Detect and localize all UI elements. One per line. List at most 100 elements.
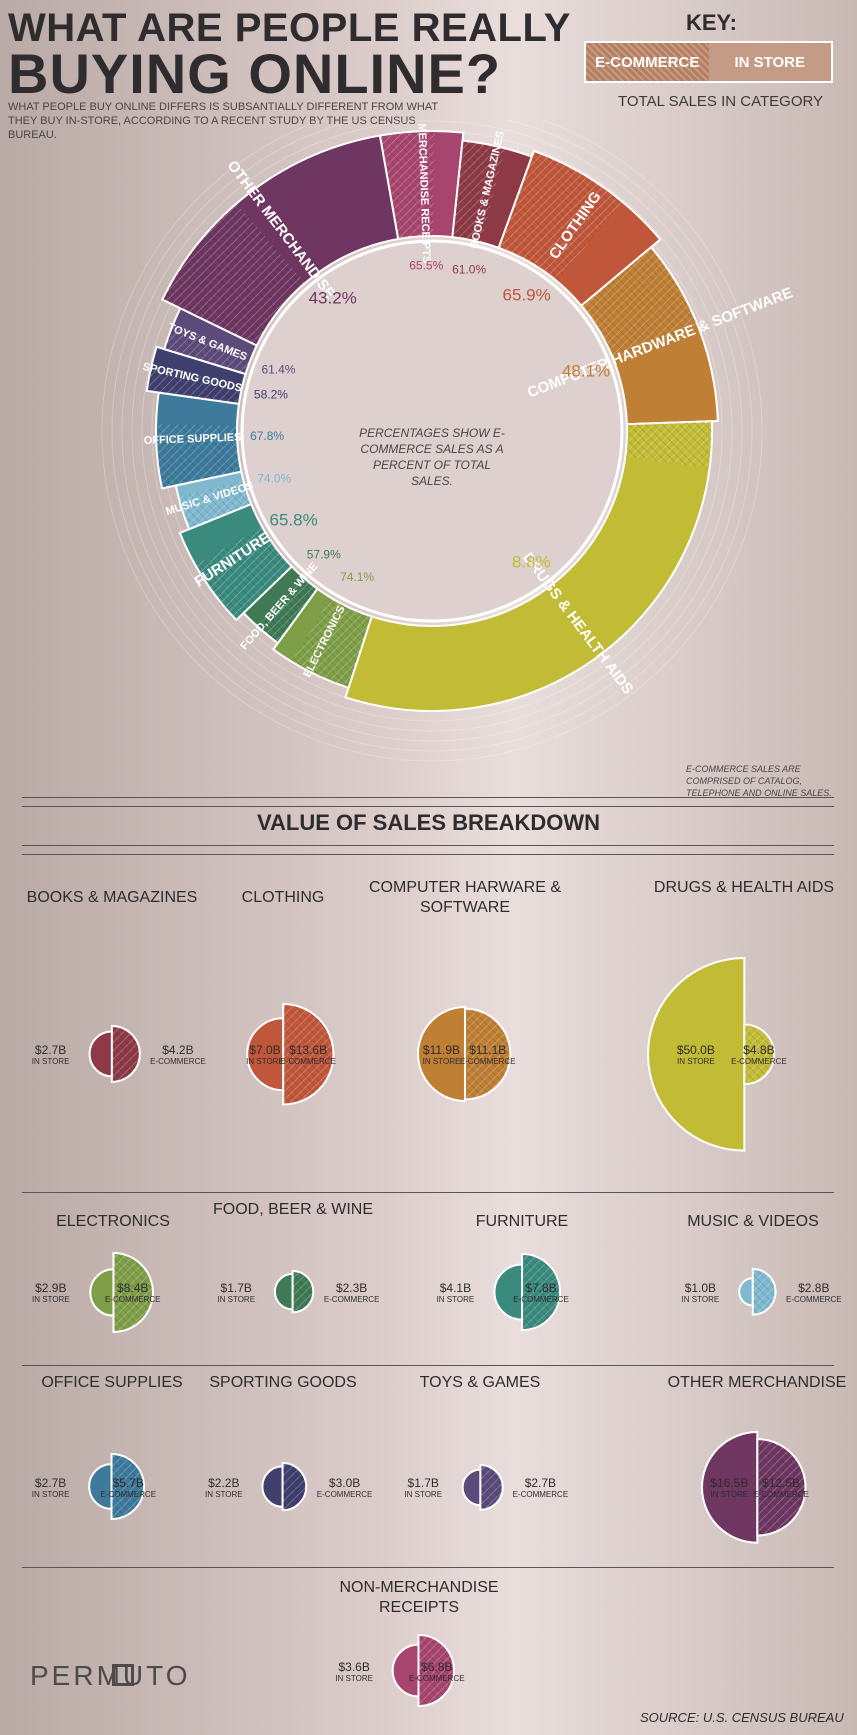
key-title: KEY: [686, 10, 737, 35]
donut-percent-label: 74.0% [257, 471, 291, 485]
in-store-half [738, 1277, 754, 1307]
in-store-half [88, 1030, 113, 1078]
donut-percent-label: 65.5% [409, 258, 443, 272]
breakdown-category-label: CLOTHING [241, 889, 325, 906]
breakdown-halves [738, 1268, 777, 1316]
ecommerce-amount: $5.7B [112, 1476, 144, 1490]
breakdown-halves [417, 1006, 512, 1102]
divider [22, 854, 834, 855]
key-total-note: TOTAL SALES IN CATEGORY [618, 93, 824, 110]
ecommerce-amount: $13.6B [289, 1043, 328, 1057]
ecommerce-caption: E-COMMERCE [280, 1057, 336, 1066]
breakdown-halves [392, 1634, 456, 1708]
breakdown-halves [700, 1430, 807, 1544]
donut-percent-label: 67.8% [250, 429, 284, 443]
in-store-caption: IN STORE [31, 1057, 70, 1066]
donut-percent-label: 65.9% [503, 285, 551, 304]
ecommerce-caption: E-COMMERCE [323, 1295, 380, 1304]
decorative-ring [111, 120, 753, 752]
donut-segments [145, 130, 719, 712]
ecommerce-caption: E-COMMERCE [513, 1295, 569, 1304]
ecommerce-value: $4.8B E-COMMERCE [723, 1044, 795, 1068]
ecommerce-caption: E-COMMERCE [100, 1490, 157, 1499]
ecommerce-value: $4.2B E-COMMERCE [142, 1044, 214, 1068]
ecommerce-value: $11.1B E-COMMERCE [452, 1044, 524, 1068]
breakdown-category-label: COMPUTER HARWARE & SOFTWARE [368, 879, 561, 916]
divider [22, 1192, 834, 1193]
in-store-half [493, 1263, 523, 1321]
footnote: E-COMMERCE SALES ARE COMPRISED OF CATALO… [686, 764, 832, 798]
breakdown-halves [493, 1252, 562, 1332]
donut-percent-label: 61.0% [452, 262, 486, 276]
donut-percent-label: 61.4% [261, 363, 295, 377]
donut-segment-ecommerce-crosshatch [146, 365, 243, 404]
ecommerce-caption: E-COMMERCE [150, 1057, 206, 1066]
ecommerce-value: $12.5B E-COMMERCE [745, 1477, 817, 1501]
in-store-caption: IN STORE [404, 1490, 443, 1499]
in-store-amount: $2.7B [34, 1476, 67, 1490]
ecommerce-half-crosshatch [111, 1454, 145, 1520]
ecommerce-amount: $7.8B [525, 1281, 557, 1295]
ecommerce-half-crosshatch [418, 1635, 455, 1707]
in-store-value: $1.7B IN STORE [201, 1282, 271, 1306]
donut-segment-ecommerce-crosshatch [178, 480, 252, 530]
ecommerce-amount: $12.5B [762, 1476, 801, 1490]
in-store-value: $7.0B IN STORE [230, 1044, 300, 1068]
in-store-half [88, 1267, 114, 1317]
in-store-caption: IN STORE [710, 1490, 749, 1499]
ecommerce-value: $2.7B E-COMMERCE [504, 1477, 576, 1501]
donut-segment-ecommerce-crosshatch [257, 576, 318, 643]
breakdown-halves [646, 956, 775, 1152]
ecommerce-half-crosshatch [282, 1003, 334, 1105]
subtitle: WHAT PEOPLE BUY ONLINE DIFFERS IS SUBSAN… [8, 101, 438, 141]
donut-segment-ecommerce-crosshatch [498, 150, 623, 282]
in-store-value: $50.0B IN STORE [661, 1044, 731, 1068]
key-ecommerce: E-COMMERCE [586, 43, 709, 81]
in-store-amount: $2.9B [35, 1281, 67, 1295]
ecommerce-half-crosshatch [282, 1463, 307, 1511]
donut-segment-ecommerce-crosshatch [291, 597, 372, 688]
divider [22, 1567, 834, 1568]
in-store-amount: $7.0B [249, 1043, 281, 1057]
ecommerce-half-crosshatch [521, 1253, 561, 1331]
divider [22, 797, 834, 798]
donut-percent-label: 65.8% [270, 510, 318, 529]
key-in-store: IN STORE [708, 43, 831, 81]
donut-category-label: OFFICE SUPPLIES [144, 432, 242, 447]
title-line-2: BUYING ONLINE? [8, 42, 502, 105]
in-store-amount: $1.0B [684, 1281, 717, 1295]
in-store-half [274, 1273, 294, 1311]
in-store-caption: IN STORE [422, 1057, 461, 1066]
in-store-half [646, 956, 745, 1152]
ecommerce-half-crosshatch [292, 1271, 314, 1313]
in-store-caption: IN STORE [204, 1490, 243, 1499]
ecommerce-amount: $8.4B [117, 1281, 149, 1295]
ecommerce-value: $8.4B E-COMMERCE [97, 1282, 169, 1306]
ecommerce-caption: E-COMMERCE [753, 1490, 809, 1499]
in-store-half [392, 1644, 420, 1698]
in-store-amount: $2.2B [208, 1476, 240, 1490]
ecommerce-caption: E-COMMERCE [459, 1057, 516, 1066]
breakdown-category-label: TOYS & GAMES [419, 1374, 541, 1391]
ecommerce-amount: $2.3B [335, 1281, 368, 1295]
donut-percent-label: 43.2% [309, 289, 357, 308]
ecommerce-amount: $6.8B [421, 1660, 453, 1674]
ecommerce-half-crosshatch [752, 1269, 776, 1315]
breakdown-halves [274, 1270, 315, 1314]
donut-segment-ecommerce-crosshatch [581, 247, 698, 359]
donut-segment-ecommerce-crosshatch [195, 527, 292, 620]
in-store-amount: $3.6B [338, 1660, 370, 1674]
ecommerce-caption: E-COMMERCE [731, 1057, 787, 1066]
ecommerce-caption: E-COMMERCE [786, 1295, 842, 1304]
in-store-half [88, 1463, 113, 1511]
ecommerce-amount: $4.2B [162, 1043, 194, 1057]
ecommerce-amount: $11.1B [469, 1043, 507, 1057]
breakdown-halves [88, 1453, 146, 1521]
donut-percent-label: 57.9% [307, 548, 341, 562]
in-store-half [700, 1430, 758, 1544]
logo-icon [112, 1664, 134, 1686]
ecommerce-amount: $3.0B [328, 1476, 361, 1490]
in-store-amount: $16.5B [710, 1476, 749, 1490]
divider [22, 806, 834, 807]
